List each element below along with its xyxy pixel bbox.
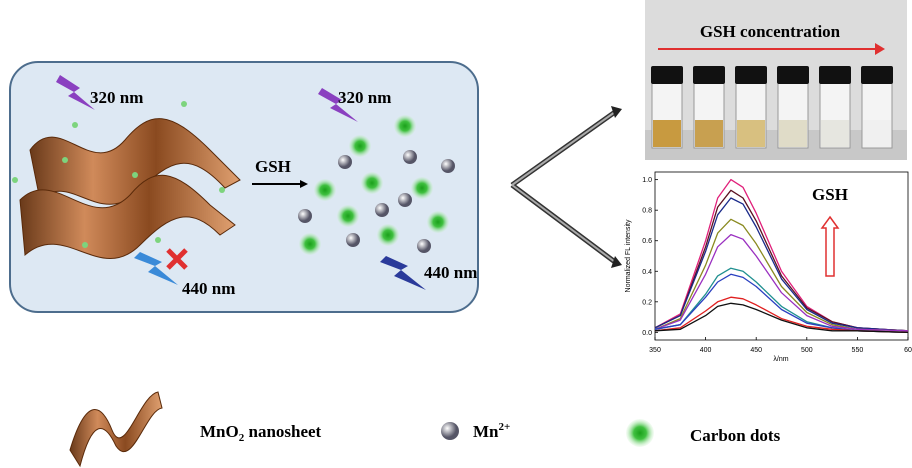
spectrum-line: [654, 197, 909, 332]
y-tick-label: 0.4: [642, 269, 652, 276]
bolt: [318, 88, 358, 122]
spectrum-line: [654, 273, 909, 334]
liquid: [821, 120, 849, 147]
bolt: [380, 256, 426, 290]
plot-frame: [654, 171, 909, 341]
mn-ions: [298, 150, 455, 253]
liquid: [695, 120, 723, 147]
increase-arrow: [820, 215, 840, 277]
photo-label: GSH concentration: [700, 22, 841, 41]
cap: [777, 66, 809, 84]
y-tick-label: 0.6: [642, 238, 652, 245]
spectrum-line: [654, 189, 909, 332]
label: 440 nm: [182, 279, 235, 298]
y-tick-label: 1.0: [642, 177, 652, 184]
free-dots: [12, 101, 225, 248]
spectrum-line: [654, 178, 909, 332]
spectrum-line: [654, 218, 909, 332]
x-tick-label: 450: [750, 347, 762, 354]
bolt: [134, 252, 178, 285]
legend-label: Mn2+: [473, 421, 510, 441]
spectrum-line: [654, 302, 909, 334]
carbon-dots: [299, 115, 449, 255]
x-tick-label: 60: [904, 347, 912, 354]
arrow-head: [300, 180, 308, 188]
legend-label: MnO2 nanosheet: [200, 422, 322, 444]
vials: [651, 66, 893, 149]
cross: [166, 248, 188, 270]
cap: [693, 66, 725, 84]
cap: [819, 66, 851, 84]
liquid: [737, 120, 765, 147]
legend: MnO2 nanosheet Mn2+ Carbon dots: [69, 391, 781, 468]
y-tick-label: 0.8: [642, 208, 652, 215]
y-tick-label: 0.2: [642, 299, 652, 306]
y-axis-label: Normalized FL intensity: [625, 219, 632, 292]
bolt: [56, 75, 95, 110]
label: 320 nm: [90, 88, 143, 107]
label: 440 nm: [424, 263, 477, 282]
x-tick-label: 400: [700, 347, 712, 354]
liquid: [863, 120, 891, 147]
cap: [651, 66, 683, 84]
cap: [735, 66, 767, 84]
annotation: GSH: [812, 185, 848, 204]
spectrum-line: [654, 233, 909, 332]
nanosheets: [19, 118, 241, 259]
x-tick-label: 350: [649, 347, 661, 354]
legend-label: Carbon dots: [690, 426, 781, 445]
cap: [861, 66, 893, 84]
x-tick-label: 500: [801, 347, 813, 354]
label: 320 nm: [338, 88, 391, 107]
label: GSH: [255, 157, 291, 176]
liquid: [653, 120, 681, 147]
spectrum-line: [654, 296, 909, 334]
liquid: [779, 120, 807, 147]
y-tick-label: 0.0: [642, 330, 652, 337]
chevron: [510, 106, 622, 268]
x-axis-label: λ/nm: [773, 356, 788, 363]
x-tick-label: 550: [852, 347, 864, 354]
